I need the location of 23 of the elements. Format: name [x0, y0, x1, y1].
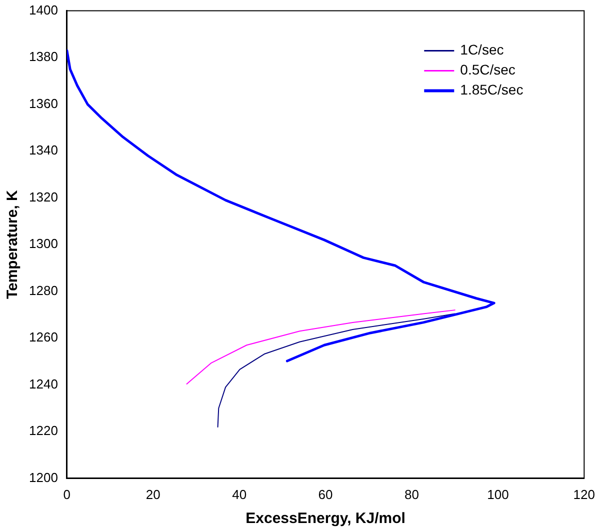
legend-label: 1.85C/sec	[460, 82, 524, 98]
legend-label: 0.5C/sec	[460, 62, 516, 78]
x-tick-label: 100	[487, 486, 509, 502]
x-tick-label: 80	[404, 486, 419, 502]
y-tick-label: 1200	[29, 470, 58, 485]
y-tick-label: 1260	[29, 330, 58, 345]
x-tick-label: 0	[63, 486, 71, 502]
y-axis-title: Temperature, K	[4, 190, 22, 300]
x-tick-label: 40	[232, 486, 247, 502]
y-tick-label: 1320	[29, 189, 58, 204]
x-tick-label: 20	[146, 486, 160, 502]
legend-label: 1C/sec	[460, 42, 504, 58]
y-tick-label: 1340	[29, 142, 58, 158]
y-tick-label: 1240	[29, 376, 58, 392]
y-tick-label: 1300	[29, 236, 58, 252]
x-tick-label: 120	[573, 486, 596, 502]
x-tick-label: 60	[318, 486, 333, 502]
x-axis-title: ExcessEnergy, KJ/mol	[246, 510, 406, 528]
y-tick-label: 1360	[29, 96, 58, 111]
y-tick-label: 1280	[29, 282, 58, 298]
y-tick-label: 1380	[29, 49, 58, 64]
y-tick-label: 1400	[29, 2, 58, 18]
y-tick-label: 1220	[29, 423, 58, 438]
